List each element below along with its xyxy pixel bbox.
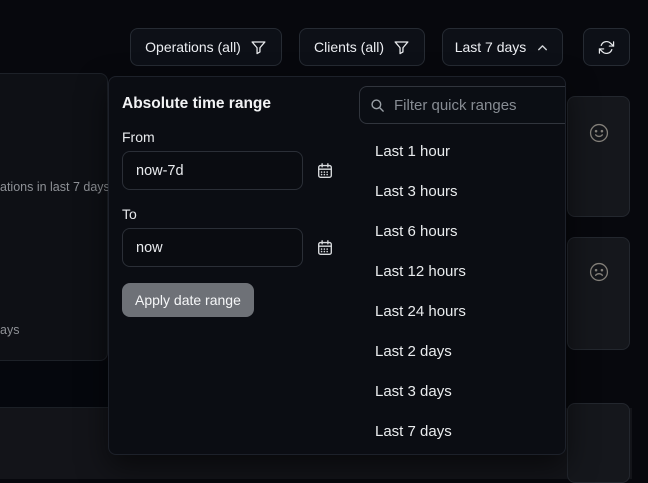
search-icon: [370, 98, 385, 113]
background-card-subtitle: ays: [0, 323, 20, 337]
absolute-range-title: Absolute time range: [122, 95, 271, 112]
to-label: To: [122, 206, 137, 222]
chevron-up-icon: [535, 40, 550, 55]
quick-ranges-list: Last 1 hour Last 3 hours Last 6 hours La…: [359, 131, 565, 454]
clients-filter-button[interactable]: Clients (all): [299, 28, 425, 66]
background-status-card: [567, 96, 630, 217]
background-card-subtitle: ations in last 7 days: [0, 180, 110, 194]
absolute-time-range-section: Absolute time range From To: [109, 77, 348, 454]
quick-range-option[interactable]: Last 2 days: [375, 342, 452, 360]
quick-ranges-filter-input[interactable]: [394, 96, 565, 114]
quick-range-option[interactable]: Last 24 hours: [375, 302, 466, 320]
apply-date-range-button[interactable]: Apply date range: [122, 283, 254, 317]
quick-ranges-section: Last 1 hour Last 3 hours Last 6 hours La…: [348, 77, 565, 454]
calendar-icon: [316, 162, 334, 183]
from-calendar-button[interactable]: [316, 162, 334, 180]
time-range-dropdown-button[interactable]: Last 7 days: [442, 28, 563, 66]
quick-range-option[interactable]: Last 6 hours: [375, 222, 458, 240]
quick-range-option[interactable]: Last 7 days: [375, 422, 452, 440]
time-range-dropdown-panel: Absolute time range From To: [108, 76, 566, 455]
refresh-icon: [598, 39, 615, 56]
smiley-face-icon: [588, 122, 610, 149]
time-range-label: Last 7 days: [454, 39, 527, 55]
background-table-row: [0, 361, 108, 408]
background-stats-card: [0, 73, 108, 361]
filter-funnel-icon: [393, 39, 410, 56]
quick-range-option[interactable]: Last 12 hours: [375, 262, 466, 280]
from-input[interactable]: [122, 151, 303, 190]
calendar-icon: [316, 239, 334, 260]
quick-range-option[interactable]: Last 1 hour: [375, 142, 451, 160]
frowning-face-icon: [588, 261, 610, 288]
operations-filter-label: Operations (all): [145, 39, 241, 55]
quick-ranges-search-box: [359, 86, 565, 124]
background-status-card: [567, 403, 630, 483]
to-calendar-button[interactable]: [316, 239, 334, 257]
operations-filter-button[interactable]: Operations (all): [130, 28, 282, 66]
quick-range-option[interactable]: Last 3 hours: [375, 182, 458, 200]
background-status-card: [567, 237, 630, 350]
clients-filter-label: Clients (all): [313, 39, 384, 55]
to-input[interactable]: [122, 228, 303, 267]
refresh-button[interactable]: [583, 28, 630, 66]
from-label: From: [122, 129, 155, 145]
quick-range-option[interactable]: Last 3 days: [375, 382, 452, 400]
filter-funnel-icon: [250, 39, 267, 56]
